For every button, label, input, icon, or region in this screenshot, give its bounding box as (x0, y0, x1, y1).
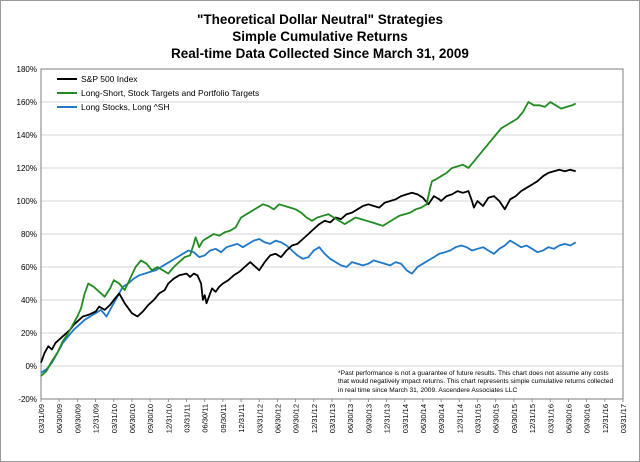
series-line-2 (40, 238, 577, 374)
y-tick-label: 40% (21, 296, 37, 305)
x-tick-label: 09/30/13 (364, 404, 373, 433)
x-tick-label: 12/31/13 (383, 404, 392, 433)
x-tick-label: 09/30/15 (510, 404, 519, 433)
y-tick-label: 140% (17, 131, 37, 140)
x-tick-label: 09/30/11 (219, 404, 228, 433)
chart-title: "Theoretical Dollar Neutral" Strategies (196, 12, 444, 27)
x-tick-label: 06/30/12 (273, 404, 282, 433)
footnote: *Past performance is not a guarantee of … (338, 370, 614, 394)
x-tick-label: 06/30/16 (564, 404, 573, 433)
y-tick-label: 80% (21, 230, 37, 239)
series-lines (40, 101, 577, 377)
y-tick-label: 60% (21, 263, 37, 272)
chart-subtitle-1: Simple Cumulative Returns (232, 29, 408, 44)
x-tick-label: 09/30/14 (437, 404, 446, 433)
x-tick-label: 12/31/15 (528, 404, 537, 433)
y-tick-label: 120% (17, 164, 37, 173)
x-tick-label: 03/31/09 (37, 404, 46, 433)
x-tick-label: 03/31/14 (401, 404, 410, 433)
y-tick-label: 180% (17, 65, 37, 74)
y-tick-label: 20% (21, 329, 37, 338)
x-tick-label: 12/31/10 (164, 404, 173, 433)
x-tick-label: 03/31/16 (546, 404, 555, 433)
x-tick-label: 12/31/11 (237, 404, 246, 433)
y-tick-label: 160% (17, 98, 37, 107)
y-axis-ticks: 180% 160% 140% 120% 100% 80% 60% 40% 20% 0% -20% (17, 65, 37, 404)
legend-label: Long-Short, Stock Targets and Portfolio … (81, 88, 259, 98)
grid-lines (41, 68, 623, 400)
x-tick-label: 03/31/10 (110, 404, 119, 433)
x-tick-label: 12/31/09 (92, 404, 101, 433)
x-tick-label: 12/31/16 (601, 404, 610, 433)
y-tick-label: 100% (17, 197, 37, 206)
x-tick-label: 09/30/12 (292, 404, 301, 433)
title-block: "Theoretical Dollar Neutral" Strategies … (1, 11, 639, 62)
x-tick-label: 09/30/10 (146, 404, 155, 433)
legend-label: S&P 500 Index (81, 74, 138, 84)
legend: S&P 500 Index Long-Short, Stock Targets a… (57, 74, 259, 112)
x-tick-label: 03/31/11 (183, 404, 192, 433)
x-tick-label: 06/30/15 (492, 404, 501, 433)
x-tick-label: 03/31/15 (474, 404, 483, 433)
x-tick-label: 06/30/11 (201, 404, 210, 433)
y-tick-label: 0% (25, 362, 37, 371)
x-tick-label: 06/30/13 (346, 404, 355, 433)
x-tick-label: 12/31/12 (310, 404, 319, 433)
series-line-0 (40, 168, 576, 364)
y-tick-label: -20% (18, 395, 37, 404)
x-tick-label: 09/30/16 (583, 404, 592, 433)
series-line-1 (40, 101, 577, 377)
x-tick-label: 03/31/17 (619, 404, 628, 433)
x-tick-label: 12/31/14 (455, 404, 464, 433)
x-tick-label: 03/31/12 (255, 404, 264, 433)
x-tick-label: 06/30/10 (128, 404, 137, 433)
legend-label: Long Stocks, Long ^SH (81, 102, 170, 112)
chart-subtitle-2: Real-time Data Collected Since March 31,… (171, 46, 469, 61)
x-tick-label: 06/30/09 (55, 404, 64, 433)
x-tick-label: 06/30/14 (419, 404, 428, 433)
x-tick-label: 09/30/09 (73, 404, 82, 433)
x-axis-ticks: 03/31/09 06/30/09 09/30/09 12/31/09 03/31/10… (37, 399, 628, 433)
x-tick-label: 03/31/13 (328, 404, 337, 433)
